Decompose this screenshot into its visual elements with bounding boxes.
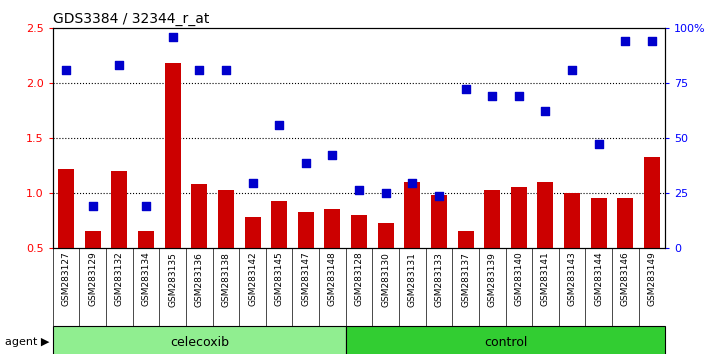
Bar xyxy=(191,184,207,303)
Bar xyxy=(298,212,314,303)
Text: GSM283132: GSM283132 xyxy=(115,252,124,307)
Text: agent ▶: agent ▶ xyxy=(5,337,49,348)
Text: GSM283135: GSM283135 xyxy=(168,252,177,307)
Text: GSM283136: GSM283136 xyxy=(195,252,203,307)
Bar xyxy=(138,232,154,303)
Point xyxy=(327,152,338,157)
Bar xyxy=(564,193,580,303)
Point xyxy=(353,187,365,193)
Text: GSM283146: GSM283146 xyxy=(621,252,630,307)
Point xyxy=(646,39,658,44)
Point xyxy=(140,203,151,209)
Bar xyxy=(617,198,634,303)
Point xyxy=(433,193,444,199)
Text: GSM283138: GSM283138 xyxy=(221,252,230,307)
Bar xyxy=(537,182,553,303)
Point xyxy=(540,108,551,113)
Point xyxy=(247,180,258,186)
Text: GSM283143: GSM283143 xyxy=(567,252,577,307)
Text: GSM283145: GSM283145 xyxy=(275,252,284,307)
Point xyxy=(87,203,99,209)
Bar xyxy=(53,326,346,354)
Bar xyxy=(644,157,660,303)
Bar xyxy=(458,232,474,303)
Text: GSM283133: GSM283133 xyxy=(434,252,444,307)
Point xyxy=(167,34,178,40)
Bar xyxy=(165,63,181,303)
Text: GSM283141: GSM283141 xyxy=(541,252,550,307)
Text: GDS3384 / 32344_r_at: GDS3384 / 32344_r_at xyxy=(53,12,209,26)
Text: celecoxib: celecoxib xyxy=(170,336,229,349)
Point xyxy=(380,190,391,196)
Point xyxy=(194,67,205,73)
Text: GSM283128: GSM283128 xyxy=(355,252,363,307)
Text: GSM283127: GSM283127 xyxy=(62,252,70,307)
Point xyxy=(61,67,72,73)
Bar xyxy=(346,326,665,354)
Point xyxy=(300,160,311,166)
Text: GSM283129: GSM283129 xyxy=(88,252,97,307)
Bar xyxy=(271,201,287,303)
Bar xyxy=(111,171,127,303)
Text: GSM283140: GSM283140 xyxy=(515,252,523,307)
Text: GSM283137: GSM283137 xyxy=(461,252,470,307)
Bar xyxy=(511,188,527,303)
Text: GSM283147: GSM283147 xyxy=(301,252,310,307)
Bar xyxy=(325,209,341,303)
Point xyxy=(513,93,524,99)
Point xyxy=(274,122,285,128)
Point xyxy=(114,62,125,67)
Bar xyxy=(58,169,74,303)
Text: control: control xyxy=(484,336,527,349)
Text: GSM283142: GSM283142 xyxy=(248,252,257,306)
Bar xyxy=(218,190,234,303)
Text: GSM283149: GSM283149 xyxy=(648,252,656,307)
Bar xyxy=(244,217,260,303)
Text: GSM283139: GSM283139 xyxy=(488,252,497,307)
Bar xyxy=(484,190,500,303)
Bar xyxy=(351,215,367,303)
Point xyxy=(407,180,418,186)
Text: GSM283144: GSM283144 xyxy=(594,252,603,306)
Text: GSM283130: GSM283130 xyxy=(381,252,390,307)
Point xyxy=(620,39,631,44)
Point xyxy=(567,67,578,73)
Text: GSM283131: GSM283131 xyxy=(408,252,417,307)
Text: GSM283148: GSM283148 xyxy=(328,252,337,307)
Bar xyxy=(431,195,447,303)
Text: GSM283134: GSM283134 xyxy=(142,252,151,307)
Point xyxy=(220,67,232,73)
Bar xyxy=(404,182,420,303)
Point xyxy=(460,86,471,91)
Point xyxy=(486,93,498,99)
Bar xyxy=(377,223,394,303)
Bar xyxy=(591,198,607,303)
Bar xyxy=(84,232,101,303)
Point xyxy=(593,141,604,146)
